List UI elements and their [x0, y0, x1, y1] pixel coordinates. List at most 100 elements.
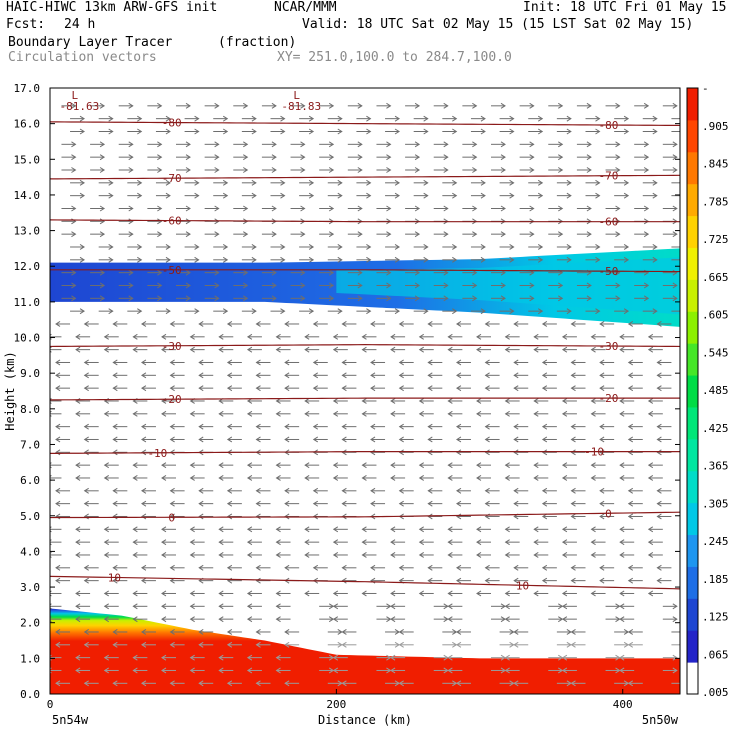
minimum-marker: L: [293, 89, 300, 102]
vector-head: [226, 423, 233, 430]
vector-head: [370, 321, 376, 327]
vector-head: [590, 346, 596, 353]
cross-section-coords: XY= 251.0,100.0 to 284.7,100.0: [277, 50, 512, 65]
y-tick-label: 8.0: [20, 403, 40, 416]
vector-head: [218, 410, 224, 417]
vector-head: [366, 244, 372, 250]
vector-head: [194, 308, 200, 315]
vector-head: [357, 282, 363, 289]
vector-head: [284, 680, 290, 687]
vector-head: [561, 603, 568, 610]
vector-head: [337, 244, 343, 250]
vector-head: [443, 154, 449, 161]
vector-head: [558, 282, 564, 289]
vector-head: [623, 128, 630, 135]
vector-head: [599, 449, 605, 456]
vector-head: [157, 141, 163, 148]
vector-head: [271, 295, 277, 302]
vector-head: [595, 308, 601, 315]
vector-head: [504, 475, 510, 481]
vector-head: [599, 500, 605, 507]
colorbar-label: .665: [702, 271, 729, 284]
vector-head: [681, 193, 685, 198]
vector-head: [218, 603, 224, 610]
contour-line: [50, 511, 680, 519]
vector-head: [312, 321, 319, 327]
vector-head: [427, 423, 433, 430]
vector-head: [304, 462, 310, 469]
vector-head: [194, 179, 200, 186]
vector-head: [456, 513, 462, 520]
vector-head: [561, 333, 568, 340]
vector-head: [472, 154, 478, 161]
vector-head: [99, 231, 106, 238]
vector-head: [443, 205, 449, 212]
vector-head: [108, 244, 114, 250]
vector-head: [570, 385, 576, 392]
vector-head: [599, 359, 605, 366]
vector-head: [132, 552, 138, 558]
vector-head: [484, 423, 490, 430]
vector-head: [370, 487, 376, 494]
vector-head: [643, 282, 650, 289]
vector-head: [275, 410, 281, 417]
vector-head: [541, 436, 548, 443]
vector-head: [627, 641, 634, 648]
vector-head: [226, 487, 233, 494]
vector-head: [71, 102, 77, 109]
vector-head: [586, 167, 592, 173]
vector-head: [533, 526, 539, 533]
vector-head: [226, 321, 233, 327]
vector-head: [357, 141, 363, 148]
vector-head: [169, 500, 175, 507]
vector-head: [533, 475, 539, 481]
vector-head: [484, 577, 490, 584]
vector-head: [83, 359, 89, 366]
vector-head: [398, 449, 404, 456]
vector-head: [500, 102, 506, 109]
vector-head: [99, 282, 106, 289]
vector-head: [79, 256, 85, 263]
vector-head: [103, 346, 109, 353]
vector-head: [672, 603, 678, 610]
vector-head: [222, 128, 229, 135]
vector-head: [427, 564, 433, 571]
vector-head: [157, 269, 163, 276]
vector-head: [500, 167, 506, 173]
vector-head: [484, 359, 490, 366]
vector-head: [246, 552, 253, 558]
vector-head: [681, 116, 685, 121]
vector-head: [165, 244, 171, 250]
vector-head: [312, 487, 319, 494]
vector-head: [246, 475, 253, 481]
vector-head: [99, 295, 106, 302]
y-tick-label: 13.0: [14, 225, 41, 238]
valid-time: Valid: 18 UTC Sat 02 May 15 (15 LST Sat …: [302, 17, 694, 32]
vector-head: [386, 141, 392, 148]
vector-head: [590, 398, 596, 404]
vector-head: [509, 244, 515, 250]
vector-head: [394, 128, 400, 135]
vector-head: [627, 321, 634, 327]
vector-head: [165, 256, 171, 263]
vector-head: [500, 205, 506, 212]
vector-head: [447, 590, 453, 597]
vector-head: [332, 616, 339, 623]
vector-head: [300, 102, 306, 109]
y-tick-label: 15.0: [14, 153, 41, 166]
vector-head: [418, 552, 424, 558]
vector-head: [128, 141, 134, 148]
vector-head: [619, 333, 625, 340]
vector-head: [386, 231, 392, 238]
vector-head: [55, 577, 61, 584]
vector-head: [627, 359, 634, 366]
vector-head: [447, 526, 453, 533]
vector-head: [566, 179, 572, 186]
vector-head: [161, 333, 167, 340]
x-axis-label: Distance (km): [318, 713, 412, 727]
vector-head: [141, 564, 147, 571]
vector-head: [214, 102, 220, 109]
vector-head: [226, 359, 233, 366]
vector-head: [108, 192, 114, 199]
vector-head: [214, 231, 220, 238]
